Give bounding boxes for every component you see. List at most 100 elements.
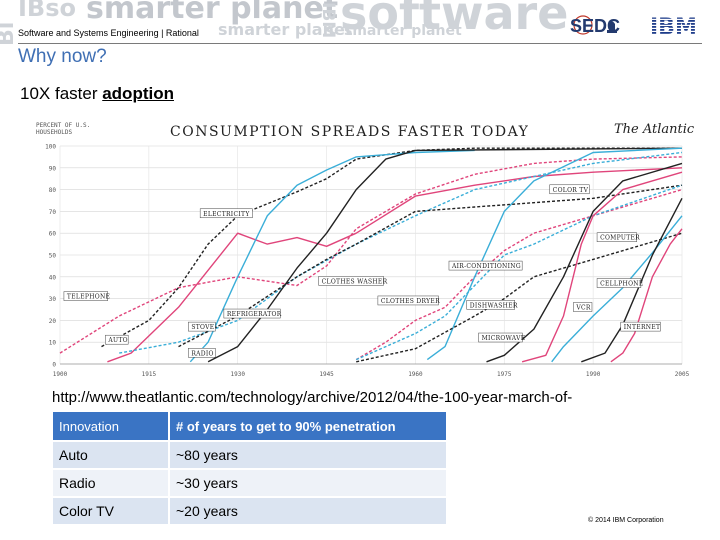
series-line-color-tv	[426, 147, 683, 361]
table-header-row: Innovation # of years to get to 90% pene…	[53, 412, 446, 440]
x-tick-label: 1990	[586, 371, 601, 378]
series-label-box	[448, 260, 523, 271]
series-line-clothes-washer	[178, 184, 683, 348]
copyright-notice: © 2014 IBM Corporation	[588, 517, 664, 524]
series-label-box	[377, 295, 439, 306]
series-label: RADIO	[191, 350, 213, 357]
series-line-vcr	[521, 171, 683, 363]
x-tick-label: 1975	[497, 371, 512, 378]
series-label: STOVE	[191, 324, 214, 331]
x-tick-label: 2005	[675, 371, 690, 378]
y-tick-label: 50	[49, 253, 57, 260]
y-tick-label: 90	[49, 165, 57, 172]
watermark-fragment: Bl	[0, 21, 19, 44]
x-tick-label: 1960	[408, 371, 423, 378]
table-cell: ~20 years	[170, 498, 446, 524]
series-label: CLOTHES DRYER	[381, 298, 440, 305]
watermark-smarter-planet: smarter planet	[86, 0, 339, 26]
x-tick-label: 1945	[319, 371, 334, 378]
series-line-microwave	[486, 162, 683, 363]
column-header-innovation: Innovation	[53, 412, 168, 440]
series-line-dishwasher	[356, 232, 683, 363]
series-label-box	[549, 184, 590, 195]
watermark-ibm: IBM	[318, 2, 338, 39]
subtitle-emphasis: adoption	[102, 84, 174, 103]
table-cell: Color TV	[53, 498, 168, 524]
y-tick-label: 30	[49, 296, 57, 303]
x-tick-label: 1900	[53, 371, 68, 378]
x-tick-label: 1915	[142, 371, 157, 378]
y-tick-label: 100	[45, 144, 56, 151]
series-label-box	[596, 278, 642, 288]
table-cell: Radio	[53, 470, 168, 496]
series-label-box	[318, 276, 384, 286]
series-label-box	[188, 348, 216, 358]
sedc-logo: SEDC	[570, 12, 626, 42]
series-label-box	[188, 321, 216, 332]
consumption-chart: 0 10 20 30 40 50 60 70 80 90 100 1900 1915 1930 1945 19…	[45, 144, 690, 379]
ibm-logo: IBM	[650, 14, 700, 40]
series-label-box	[466, 300, 515, 310]
series-label-box	[596, 232, 637, 242]
ibm-logo-icon: IBM	[650, 15, 697, 40]
atlantic-logo: The Atlantic	[614, 122, 695, 137]
table-cell: ~30 years	[170, 470, 446, 496]
column-header-years: # of years to get to 90% penetration	[170, 412, 446, 440]
series-label: CELLPHONE	[600, 281, 643, 288]
header-divider	[18, 43, 702, 44]
series-label: INTERNET	[624, 324, 661, 331]
slide-title: Why now?	[18, 46, 107, 67]
series-label-box	[63, 291, 108, 301]
series-label: VCR	[575, 305, 591, 312]
chart-ylabel: PERCENT OF U.S. HOUSEHOLDS	[36, 122, 91, 136]
series-label: AIR-CONDITIONING	[451, 263, 521, 270]
series-label-box	[478, 332, 523, 343]
series-label: COLOR TV	[553, 187, 589, 194]
watermark-software: software	[340, 0, 569, 40]
y-tick-label: 10	[49, 340, 57, 347]
division-label: Software and Systems Engineering | Ratio…	[18, 28, 199, 38]
series-label-box	[199, 208, 253, 219]
svg-text:IBM: IBM	[650, 15, 697, 38]
capitol-dome-icon	[573, 15, 617, 35]
series-label: ELECTRICITY	[203, 211, 250, 218]
series-line-internet	[610, 228, 683, 363]
series-line-radio	[189, 149, 475, 363]
series-label: COMPUTER	[600, 235, 640, 242]
series-line-electricity	[101, 147, 682, 348]
series-label-box	[223, 308, 281, 319]
table-cell: Auto	[53, 442, 168, 468]
table-row: Radio ~30 years	[53, 470, 446, 496]
watermark-smarter-planet-small: smarter planet	[218, 20, 353, 39]
series-line-refrigerator	[207, 147, 683, 363]
series-label-box	[620, 321, 661, 332]
y-tick-label: 70	[49, 209, 57, 216]
series-label: CLOTHES WASHER	[322, 278, 388, 285]
series-label: TELEPHONE	[67, 294, 110, 301]
sedc-logo-text: SEDC	[570, 16, 621, 36]
y-tick-label: 40	[49, 274, 57, 281]
subtitle-prefix: 10X faster	[20, 84, 103, 103]
table-cell: ~80 years	[170, 442, 446, 468]
series-label-box	[105, 334, 129, 345]
series-label: REFRIGERATOR	[227, 311, 282, 318]
watermark-smarter-planet-small: smarter planet	[344, 23, 462, 39]
penetration-table: Innovation # of years to get to 90% pene…	[51, 410, 448, 526]
slide-subtitle: 10X faster adoption	[20, 84, 174, 104]
series-label-box	[573, 302, 593, 312]
y-tick-label: 60	[49, 231, 57, 238]
x-tick-label: 1930	[230, 371, 245, 378]
series-label: DISHWASHER	[470, 302, 518, 309]
source-url[interactable]: http://www.theatlantic.com/technology/ar…	[52, 389, 573, 406]
series-label: MICROWAVE	[482, 335, 526, 342]
y-tick-label: 0	[52, 362, 56, 369]
series-line-air-conditioning	[355, 184, 683, 361]
chart-title: CONSUMPTION SPREADS FASTER TODAY	[170, 124, 530, 140]
series-label: AUTO	[107, 337, 128, 344]
header-banner: Bl IBso smarter planet smarter planet IB…	[0, 0, 720, 44]
y-tick-label: 80	[49, 187, 57, 194]
watermark-fragment: IBso	[18, 0, 76, 22]
table-row: Auto ~80 years	[53, 442, 446, 468]
table-row: Color TV ~20 years	[53, 498, 446, 524]
y-tick-label: 20	[49, 318, 57, 325]
